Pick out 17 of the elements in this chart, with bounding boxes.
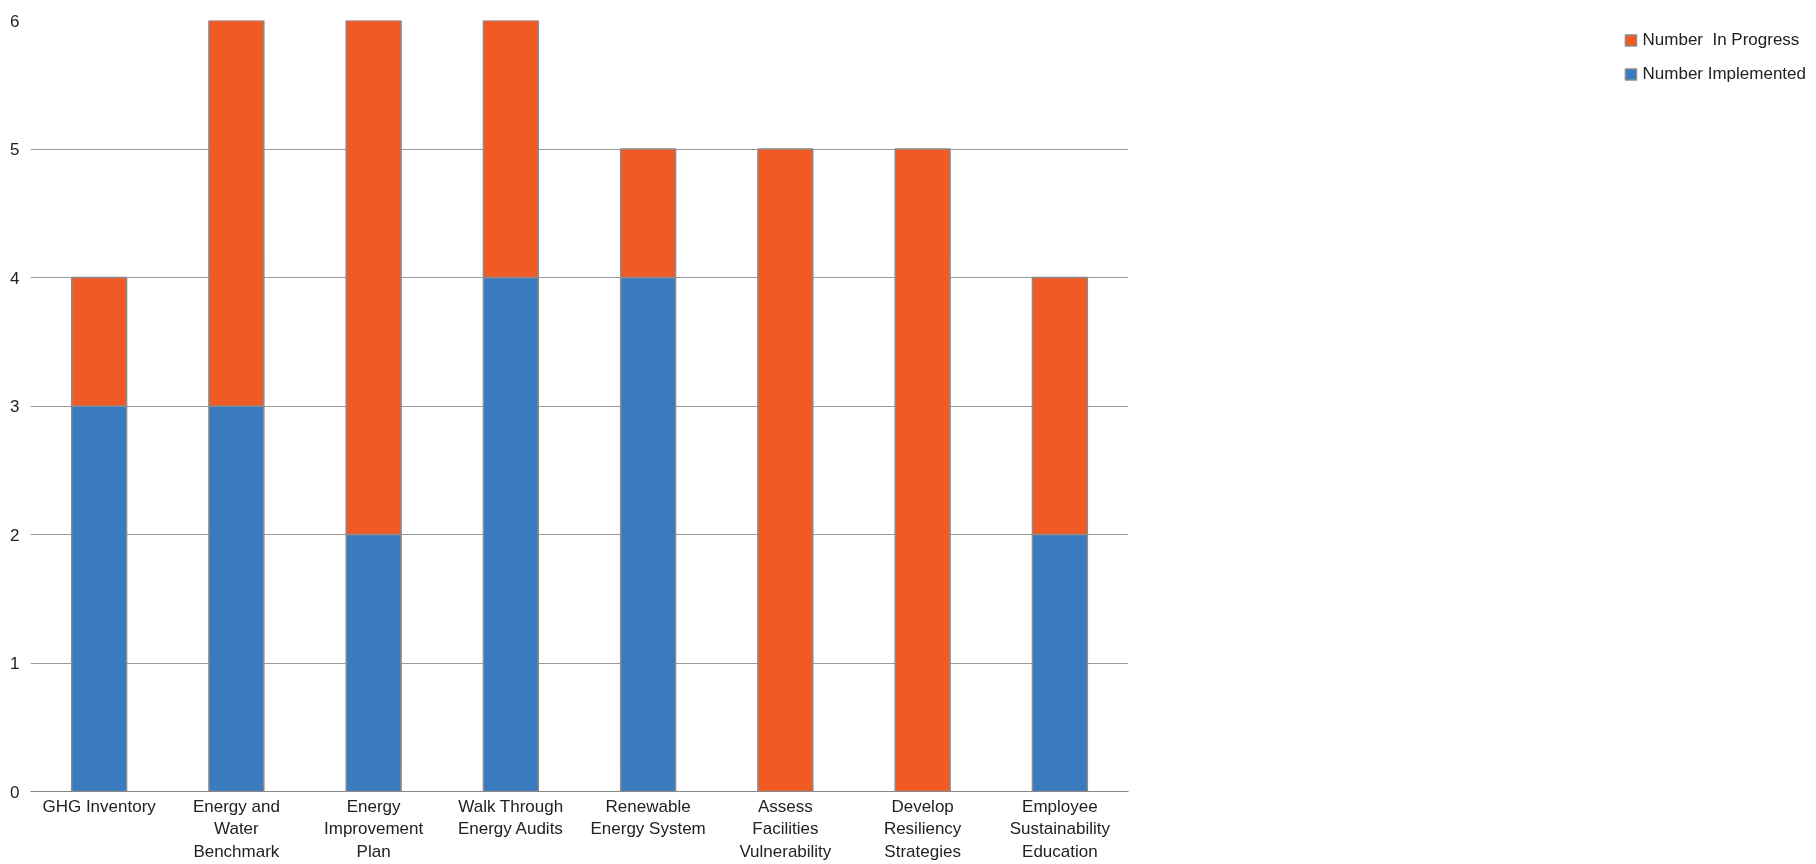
y-tick-label: 3 bbox=[10, 397, 20, 416]
x-tick-label: Energy Improvement Plan bbox=[324, 796, 424, 862]
x-tick-label: Renewable Energy System bbox=[590, 796, 706, 839]
y-tick-label: 5 bbox=[10, 140, 20, 159]
x-tick-label: Walk Through Energy Audits bbox=[457, 796, 564, 839]
x-tick-label: Assess Facilities Vulnerability bbox=[739, 796, 832, 862]
y-tick-label: 6 bbox=[10, 11, 20, 31]
y-tick-label: 2 bbox=[10, 525, 20, 545]
y-tick-label: 4 bbox=[10, 268, 20, 288]
x-tick-label: GHG Inventory bbox=[42, 796, 157, 816]
y-tick-label: 1 bbox=[10, 654, 20, 673]
x-tick-label: Energy and Water Benchmark bbox=[192, 796, 280, 862]
x-tick-label: Develop Resiliency Strategies bbox=[883, 796, 962, 862]
legend-label: Number In Progress bbox=[1642, 30, 1800, 50]
x-tick-label: Employee Sustainability Education bbox=[1009, 796, 1111, 862]
y-tick-label: 0 bbox=[10, 782, 20, 802]
legend-label: Number Implemented bbox=[1642, 64, 1806, 84]
